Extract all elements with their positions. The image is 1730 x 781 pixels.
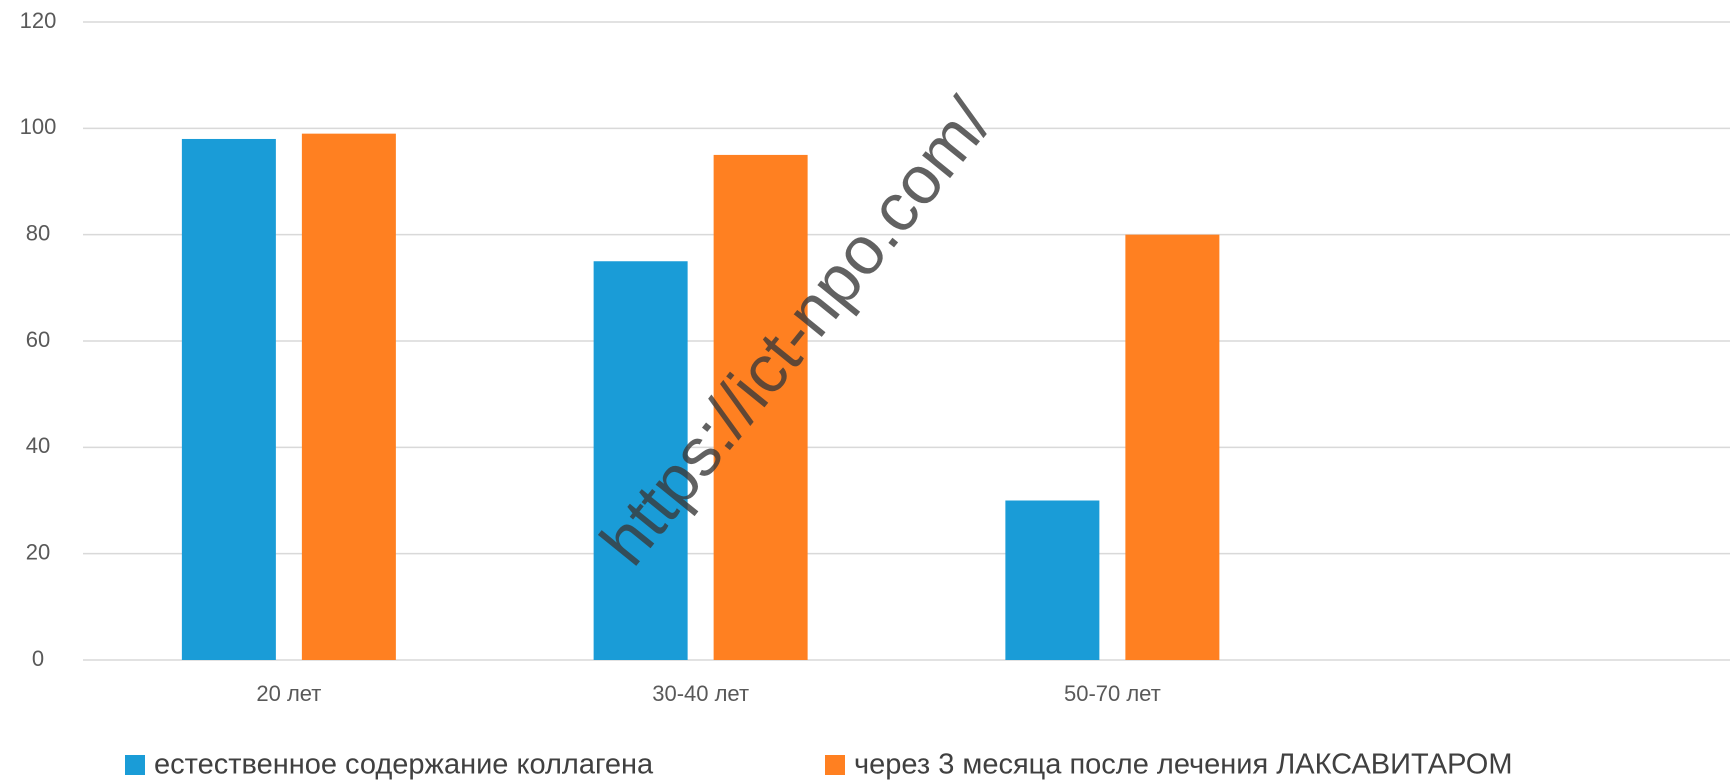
legend-label: естественное содержание коллагена <box>154 749 654 781</box>
bar <box>593 261 688 660</box>
bar <box>301 133 396 660</box>
y-tick-label: 0 <box>32 646 44 671</box>
y-tick-label: 80 <box>26 220 50 245</box>
x-tick-label: 50-70 лет <box>1064 681 1161 706</box>
bar <box>713 154 808 660</box>
bar <box>181 138 276 660</box>
legend-swatch <box>825 755 845 775</box>
bar <box>1125 234 1220 660</box>
y-tick-label: 40 <box>26 433 50 458</box>
y-tick-label: 20 <box>26 539 50 564</box>
x-tick-label: 20 лет <box>256 681 321 706</box>
y-tick-label: 100 <box>20 114 57 139</box>
y-tick-label: 120 <box>20 8 57 33</box>
bar <box>1005 500 1100 660</box>
legend-swatch <box>125 755 145 775</box>
y-tick-label: 60 <box>26 327 50 352</box>
x-tick-label: 30-40 лет <box>652 681 749 706</box>
legend-label: через 3 месяца после лечения ЛАКСАВИТАРО… <box>854 749 1513 781</box>
